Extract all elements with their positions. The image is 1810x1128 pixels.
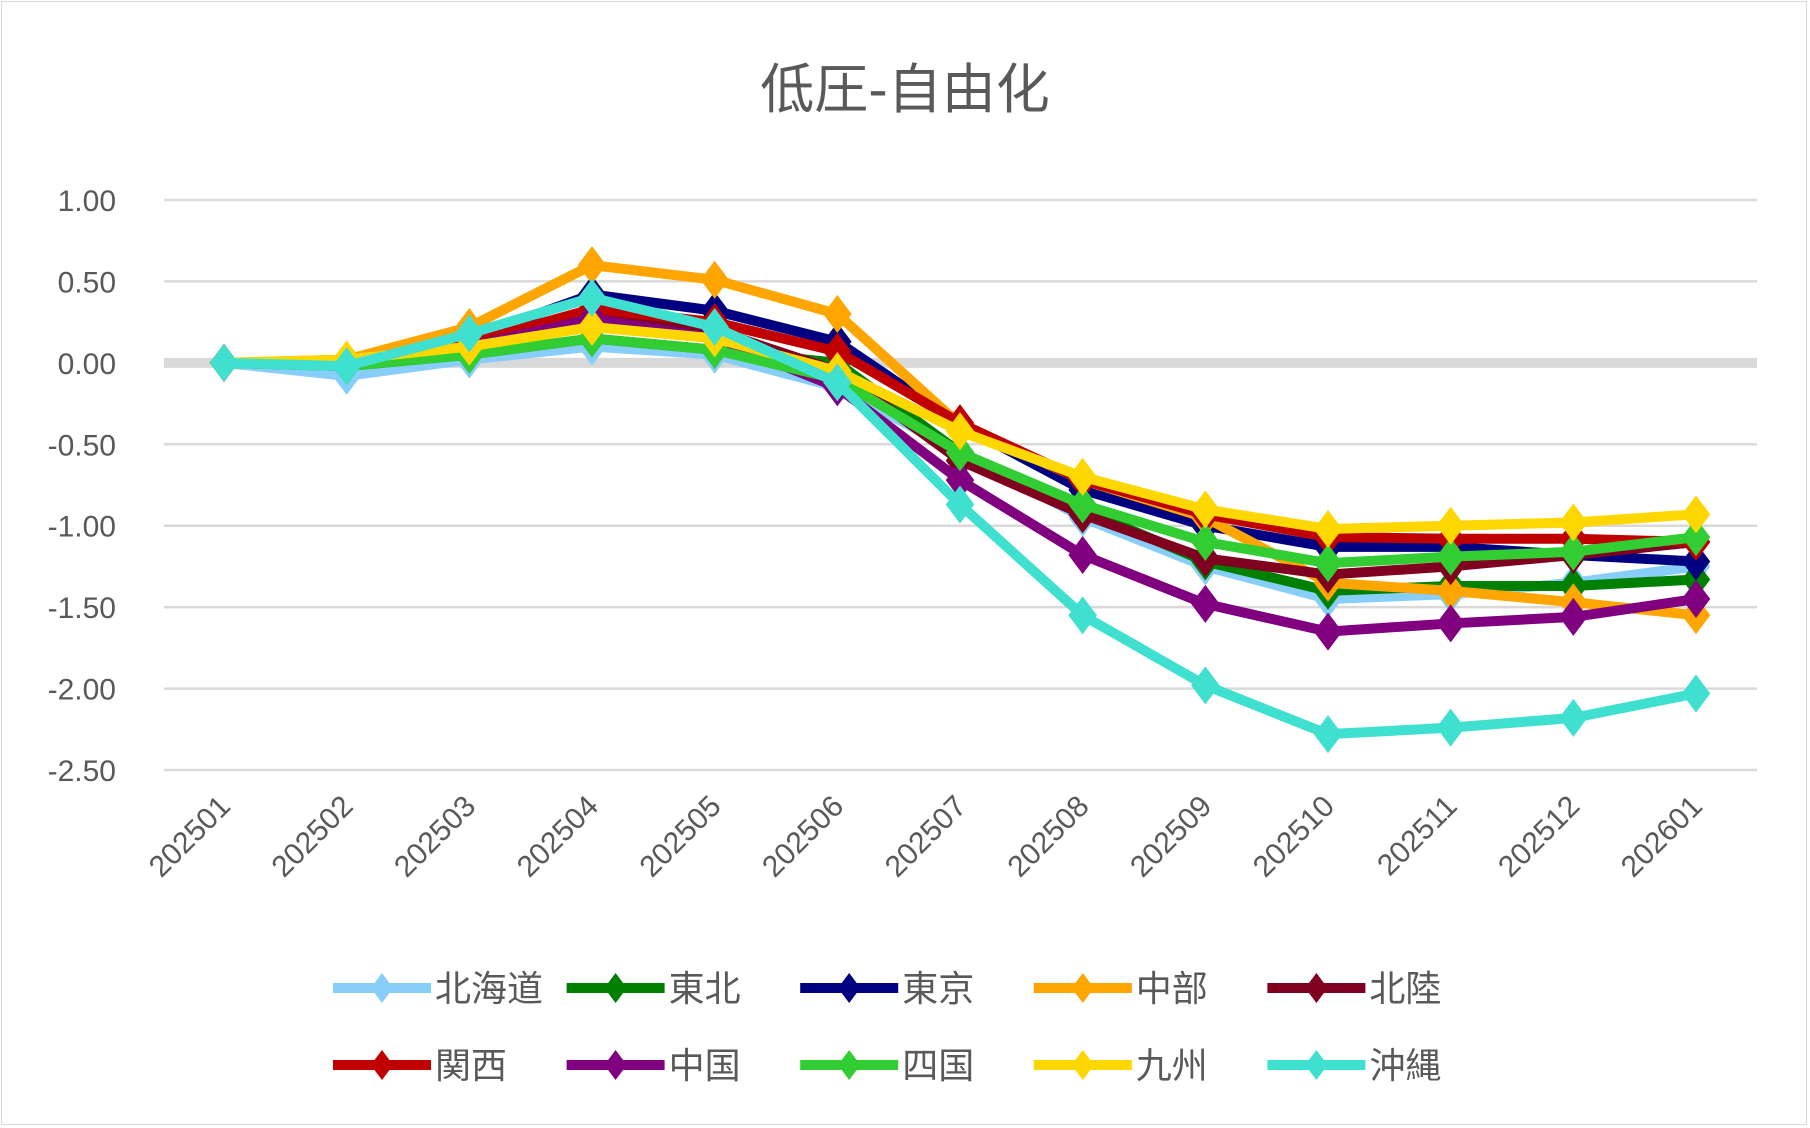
legend-item[interactable]: 沖縄 <box>1267 1046 1441 1087</box>
data-point <box>1436 571 1465 610</box>
data-point <box>577 246 607 285</box>
data-point <box>823 295 852 333</box>
data-point <box>1681 674 1711 713</box>
legend-label: 北陸 <box>1369 969 1441 1010</box>
x-tick-label: 202506 <box>756 790 850 884</box>
data-point <box>1191 666 1220 705</box>
data-point <box>1068 596 1097 635</box>
data-point <box>945 461 975 500</box>
legend-diamond-icon <box>604 973 627 1003</box>
y-tick-label: 1.00 <box>58 185 116 218</box>
data-point <box>1068 457 1097 496</box>
data-point <box>823 332 852 371</box>
legend-item[interactable]: 四国 <box>800 1046 974 1087</box>
legend-label: 関西 <box>435 1046 507 1087</box>
legend-diamond-icon <box>837 973 861 1003</box>
series-沖縄 <box>209 278 1711 754</box>
legend-item[interactable]: 九州 <box>1033 1046 1208 1087</box>
data-point <box>1191 523 1220 561</box>
data-point <box>577 278 607 317</box>
data-point <box>577 308 607 347</box>
data-point <box>1559 698 1588 737</box>
data-point <box>1313 612 1343 651</box>
y-tick-label: -0.50 <box>48 429 116 462</box>
data-point <box>332 347 361 386</box>
legend-label: 沖縄 <box>1369 1046 1441 1087</box>
legend-diamond-icon <box>837 1050 861 1080</box>
x-tick-label: 202507 <box>879 790 973 884</box>
data-point <box>700 260 729 299</box>
chart-title: 低圧-自由化 <box>760 58 1050 121</box>
data-point <box>1681 580 1711 618</box>
y-tick-label: -2.50 <box>48 755 116 788</box>
legend-item[interactable]: 中部 <box>1033 969 1208 1010</box>
x-tick-label: 202503 <box>388 790 482 884</box>
data-point <box>700 308 729 347</box>
x-tick-label: 202511 <box>1371 790 1464 883</box>
x-tick-label: 202508 <box>1001 790 1095 884</box>
legend-item[interactable]: 北陸 <box>1267 969 1441 1010</box>
legend-item[interactable]: 東京 <box>800 969 974 1010</box>
data-point <box>823 363 852 402</box>
y-tick-label: 0.00 <box>58 348 116 381</box>
data-point <box>1436 708 1465 747</box>
legend-label: 東北 <box>669 969 741 1010</box>
y-tick-label: -1.50 <box>48 592 116 625</box>
legend-diamond-icon <box>1071 1050 1095 1080</box>
legend-diamond-icon <box>1305 1050 1328 1080</box>
data-point <box>455 314 484 353</box>
legend-label: 中部 <box>1136 969 1208 1010</box>
data-point <box>1559 597 1588 636</box>
data-point <box>1191 584 1220 623</box>
data-point <box>945 485 975 524</box>
data-point <box>945 433 975 472</box>
x-tick-label: 202509 <box>1124 790 1218 884</box>
data-point <box>1313 544 1343 583</box>
legend-label: 北海道 <box>435 969 543 1010</box>
legend-diamond-icon <box>604 1050 627 1080</box>
legend-diamond-icon <box>370 973 394 1003</box>
data-point <box>209 343 239 382</box>
y-tick-label: -2.00 <box>48 674 116 707</box>
x-tick-label: 202505 <box>633 790 727 884</box>
legend-item[interactable]: 関西 <box>333 1046 507 1087</box>
legend-item[interactable]: 東北 <box>566 969 741 1010</box>
data-point <box>1191 490 1220 529</box>
y-tick-label: 0.50 <box>58 266 116 299</box>
x-tick-label: 202510 <box>1247 790 1341 884</box>
legend-item[interactable]: 中国 <box>566 1046 741 1087</box>
data-point <box>1559 532 1588 571</box>
data-point <box>1681 542 1711 581</box>
legend-item[interactable]: 北海道 <box>333 969 543 1010</box>
y-tick-label: -1.00 <box>48 511 116 544</box>
data-point <box>1068 485 1097 524</box>
data-point <box>1313 715 1343 754</box>
x-tick-label: 202504 <box>511 790 605 884</box>
legend-label: 九州 <box>1136 1046 1208 1087</box>
legend-diamond-icon <box>1305 973 1328 1003</box>
data-point <box>1681 518 1711 557</box>
x-tick-label: 202512 <box>1492 790 1586 884</box>
x-tick-label: 202601 <box>1615 790 1709 884</box>
data-point <box>1436 604 1465 643</box>
data-point <box>1436 506 1465 545</box>
x-tick-label: 202501 <box>143 790 237 884</box>
data-point <box>945 412 975 451</box>
legend-diamond-icon <box>370 1050 394 1080</box>
data-point <box>1313 509 1343 548</box>
legend-label: 東京 <box>902 969 974 1010</box>
x-tick-label: 202502 <box>265 790 359 884</box>
data-point <box>1681 495 1711 534</box>
legend-label: 四国 <box>902 1046 974 1087</box>
legend-label: 中国 <box>669 1046 741 1087</box>
data-point <box>1068 536 1097 575</box>
data-point <box>1436 537 1465 576</box>
data-point <box>1559 503 1588 542</box>
legend-diamond-icon <box>1071 973 1095 1003</box>
